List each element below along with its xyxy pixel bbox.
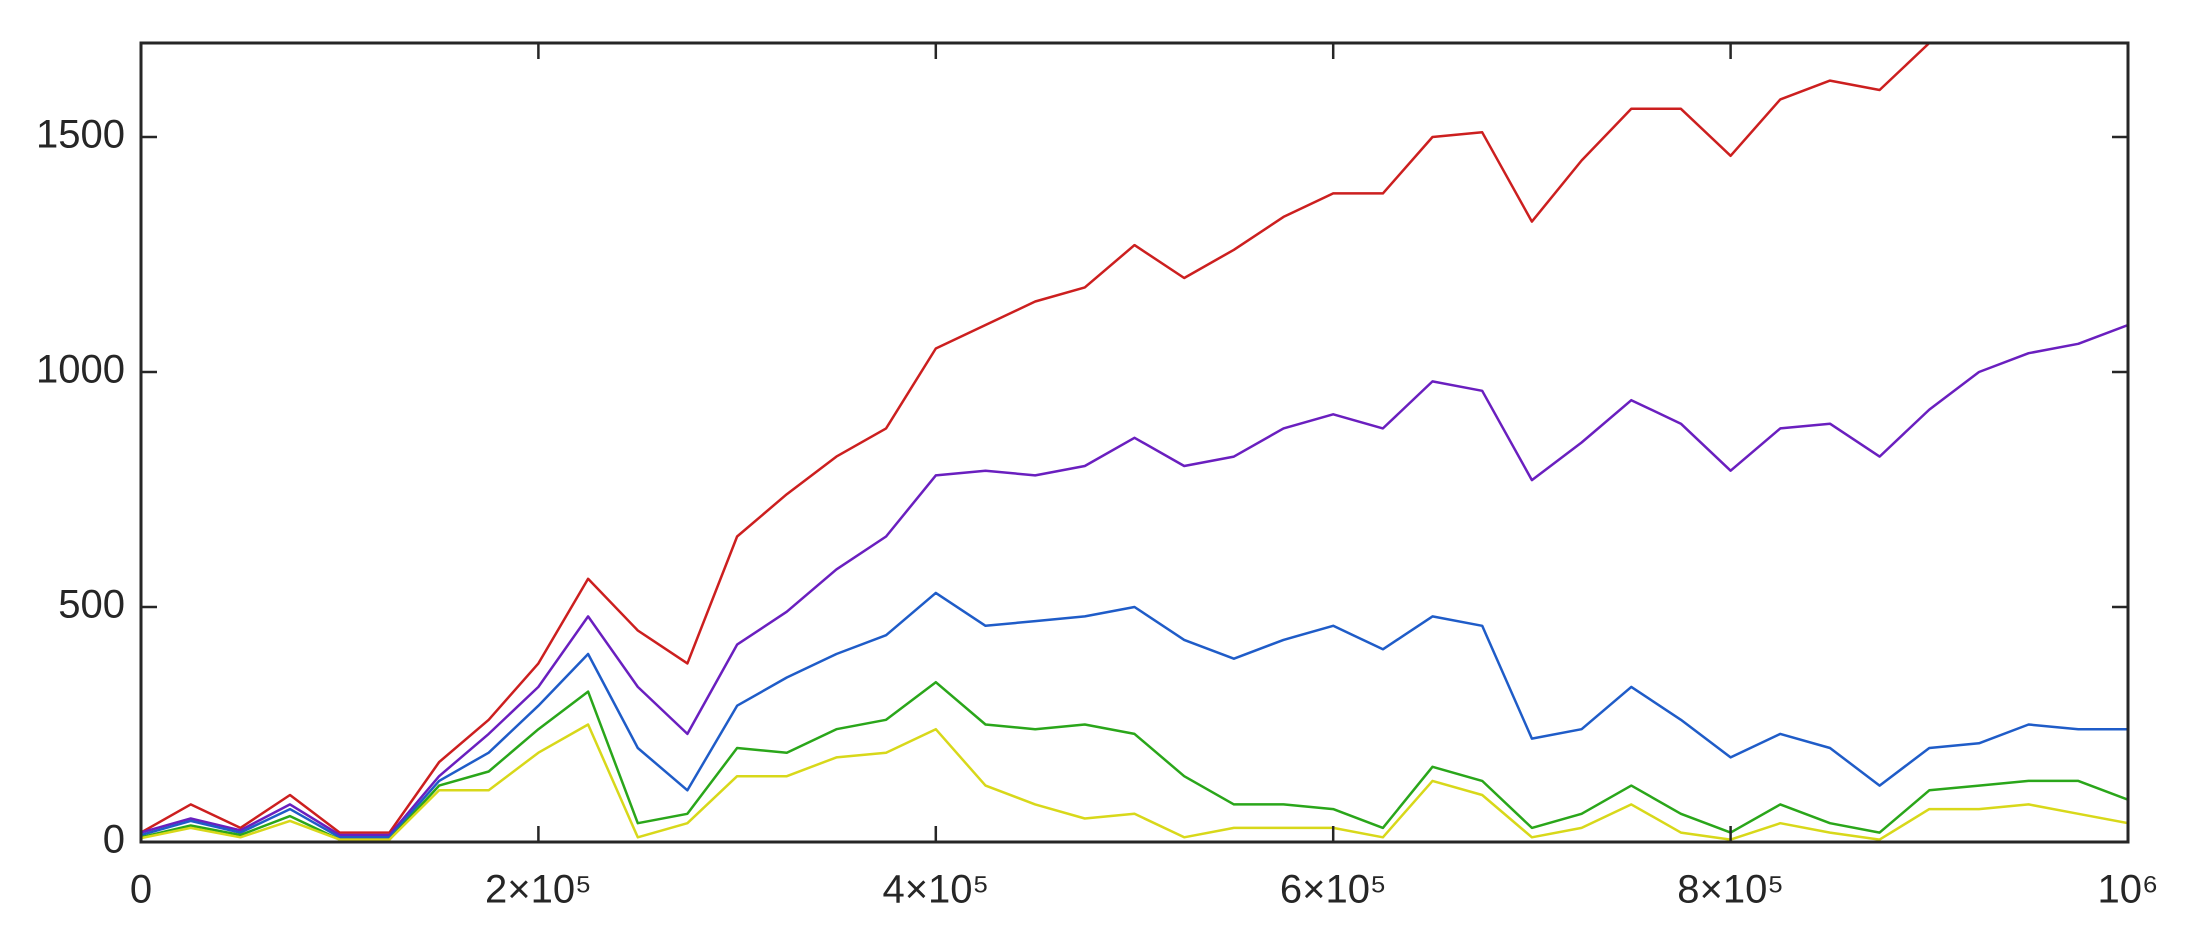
series-line bbox=[141, 723, 2128, 841]
series-line bbox=[141, 43, 1931, 834]
y-tick-label: 0 bbox=[103, 818, 125, 862]
x-tick-label: 2×10⁵ bbox=[485, 868, 592, 912]
series-line bbox=[141, 591, 2128, 839]
x-tick-label: 4×10⁵ bbox=[882, 868, 989, 912]
x-tick-label: 6×10⁵ bbox=[1280, 868, 1387, 912]
y-tick-label: 1500 bbox=[36, 113, 125, 157]
y-tick-label: 1000 bbox=[36, 348, 125, 392]
y-tick-label: 500 bbox=[58, 583, 125, 627]
series-line bbox=[141, 323, 2128, 837]
axes-box bbox=[139, 41, 2130, 844]
x-tick-label: 8×10⁵ bbox=[1677, 868, 1784, 912]
series-line bbox=[141, 680, 2128, 841]
x-tick-label: 10⁶ bbox=[2098, 868, 2159, 912]
x-tick-label: 0 bbox=[130, 868, 152, 912]
plot-area bbox=[141, 43, 2128, 841]
